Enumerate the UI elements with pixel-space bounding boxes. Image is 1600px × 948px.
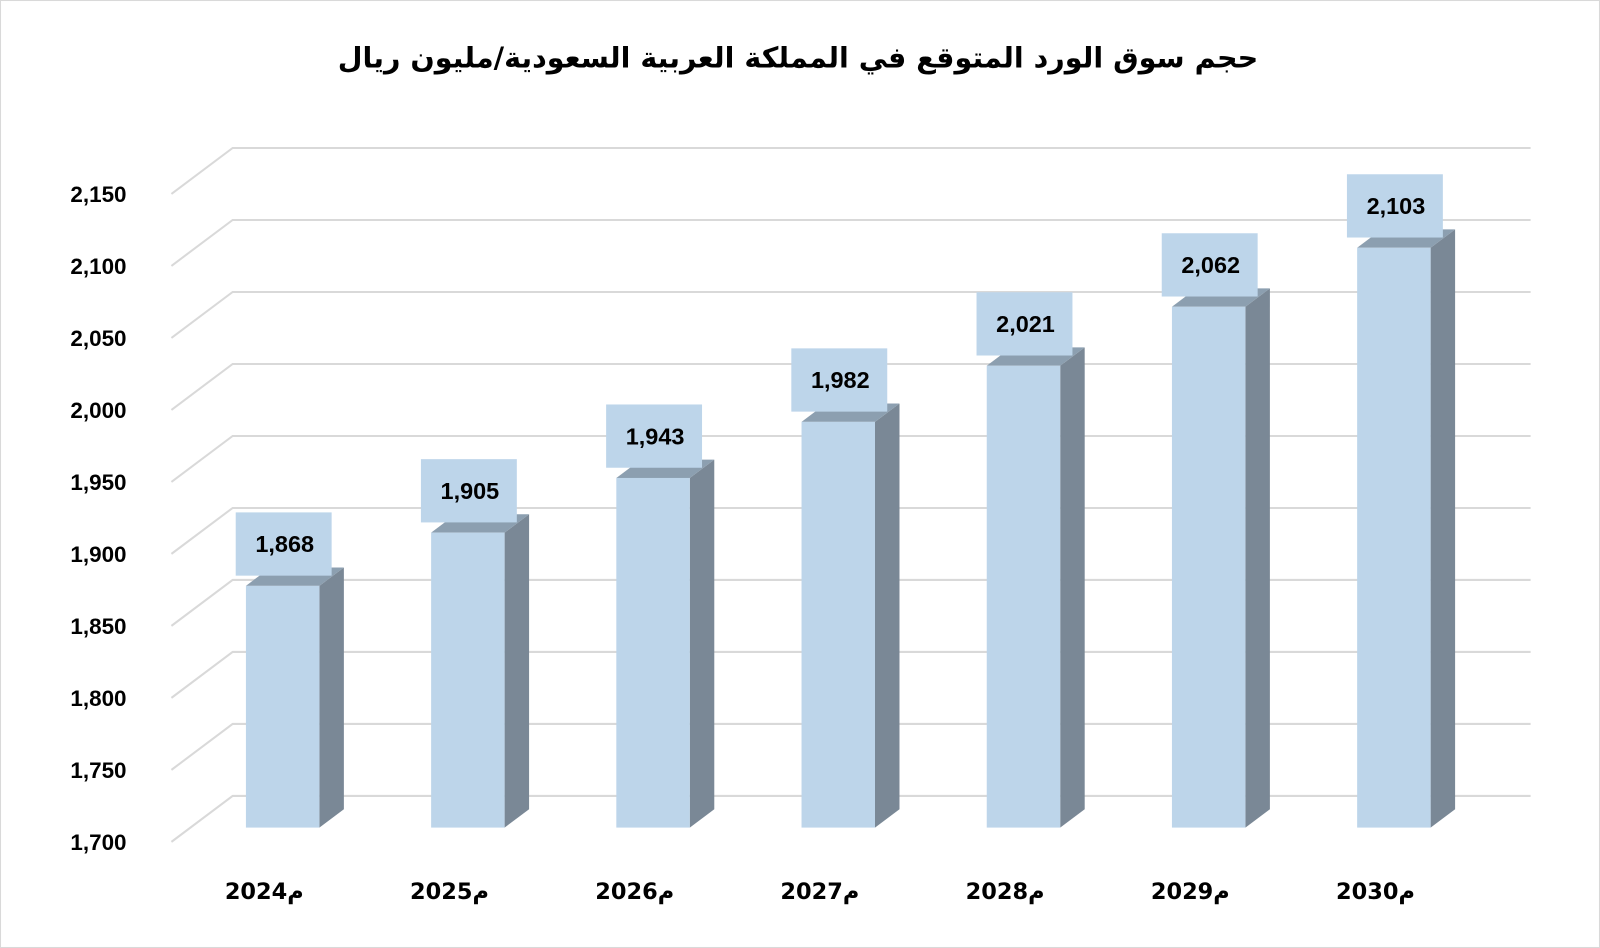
gridline: [170, 290, 1531, 339]
bar-front: [1357, 247, 1431, 828]
bar-front: [986, 365, 1061, 828]
gridline: [170, 722, 1531, 771]
bar: 1,905: [420, 459, 530, 828]
x-tick-label: 2024م: [225, 879, 304, 905]
bar: 1,943: [606, 404, 715, 828]
x-tick-label: 2026م: [595, 879, 674, 905]
bar-side: [875, 403, 900, 828]
gridline: [170, 218, 1531, 267]
bar-front: [431, 532, 505, 828]
bar-side: [319, 567, 344, 828]
y-tick-label: 1,800: [70, 686, 126, 711]
data-label-box: [420, 459, 517, 523]
data-label-box: [1346, 174, 1443, 238]
bar: 2,062: [1161, 233, 1270, 828]
bar-side: [1245, 288, 1270, 828]
bar-front: [616, 477, 690, 828]
bar-side: [1430, 229, 1456, 828]
y-tick-label: 1,750: [70, 758, 126, 783]
data-label: 2,062: [1181, 252, 1240, 278]
data-label-box: [1161, 233, 1258, 297]
data-label-box: [606, 404, 703, 468]
gridline: [170, 578, 1531, 627]
y-tick-label: 1,950: [70, 470, 126, 495]
bar-side: [504, 514, 530, 828]
gridline: [170, 650, 1531, 699]
bar: 1,982: [791, 348, 900, 828]
gridline: [170, 146, 1531, 195]
y-tick-label: 1,700: [70, 830, 126, 855]
y-tick-label: 2,150: [70, 182, 126, 207]
bar: 2,103: [1346, 174, 1456, 828]
x-tick-label: 2028م: [966, 879, 1045, 905]
y-tick-label: 2,100: [70, 254, 126, 279]
data-label: 2,021: [996, 311, 1055, 337]
bar-front: [801, 421, 875, 828]
gridline: [170, 794, 1531, 843]
bar-front: [245, 585, 320, 828]
x-tick-label: 2030م: [1336, 879, 1415, 905]
y-tick-label: 1,900: [70, 542, 126, 567]
gridline: [170, 506, 1531, 555]
y-tick-label: 2,000: [70, 398, 126, 423]
data-label: 1,868: [255, 531, 314, 557]
bar-front: [1171, 306, 1246, 828]
gridline: [170, 434, 1531, 483]
data-label: 1,905: [441, 478, 500, 504]
data-label: 2,103: [1367, 193, 1426, 219]
data-label-box: [791, 348, 888, 412]
x-tick-label: 2025م: [410, 879, 489, 905]
data-label: 1,943: [626, 423, 685, 449]
x-tick-label: 2027م: [780, 879, 859, 905]
chart-title: حجم سوق الورد المتوقع في المملكة العربية…: [338, 40, 1258, 74]
bar: 1,868: [235, 512, 344, 828]
gridline: [170, 362, 1531, 411]
data-label-box: [235, 512, 332, 576]
y-tick-label: 2,050: [70, 326, 126, 351]
y-tick-label: 1,850: [70, 614, 126, 639]
data-label-box: [976, 292, 1073, 356]
x-tick-label: 2029م: [1151, 879, 1230, 905]
bar-side: [1060, 347, 1085, 828]
bar: 2,021: [976, 292, 1085, 828]
bar-side: [689, 459, 715, 828]
data-label: 1,982: [811, 367, 870, 393]
